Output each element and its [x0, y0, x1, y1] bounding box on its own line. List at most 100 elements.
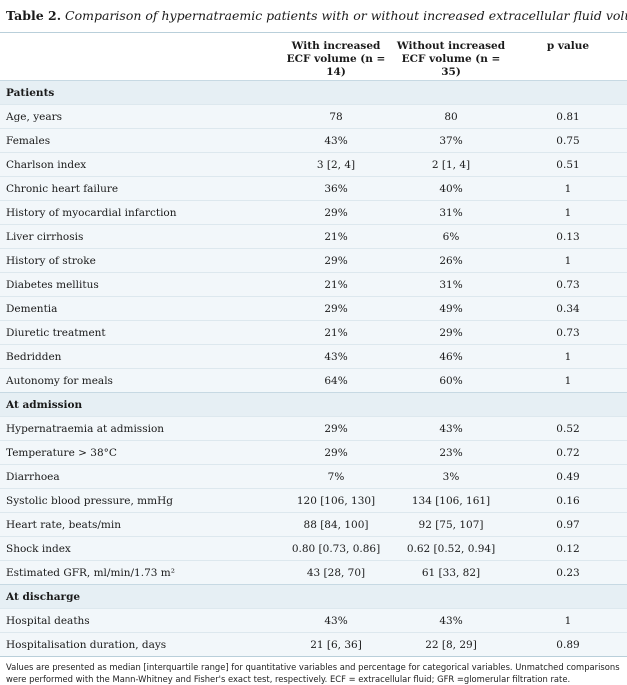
table-row: Estimated GFR, ml/min/1.73 m² 43 [28, 70]… [0, 560, 627, 585]
row-label: Charlson index [0, 152, 279, 177]
with-ecf-value: 3 [2, 4] [279, 152, 393, 177]
table-caption: Table 2. Comparison of hypernatraemic pa… [0, 0, 627, 33]
without-ecf-value: 92 [75, 107] [393, 512, 509, 537]
p-value: 1 [509, 200, 627, 225]
with-ecf-value: 29% [279, 296, 393, 321]
table-row: Diarrhoea 7% 3% 0.49 [0, 464, 627, 489]
with-ecf-value: 21 [6, 36] [279, 632, 393, 656]
row-label: Diarrhoea [0, 464, 279, 489]
without-ecf-value: 60% [393, 368, 509, 393]
with-ecf-value: 43% [279, 344, 393, 369]
table-row: Chronic heart failure 36% 40% 1 [0, 176, 627, 201]
section-title: Patients [0, 80, 627, 105]
p-value: 0.52 [509, 416, 627, 441]
without-ecf-value: 134 [106, 161] [393, 488, 509, 513]
row-label: Chronic heart failure [0, 176, 279, 201]
with-ecf-value: 29% [279, 440, 393, 465]
p-value: 0.12 [509, 536, 627, 561]
p-value: 0.72 [509, 440, 627, 465]
table-row: Age, years 78 80 0.81 [0, 104, 627, 129]
without-ecf-value: 26% [393, 248, 509, 273]
table-row: Dementia 29% 49% 0.34 [0, 296, 627, 321]
table-row: Autonomy for meals 64% 60% 1 [0, 368, 627, 393]
with-ecf-value: 88 [84, 100] [279, 512, 393, 537]
without-ecf-value: 49% [393, 296, 509, 321]
row-label: Liver cirrhosis [0, 224, 279, 249]
row-label: Bedridden [0, 344, 279, 369]
table-label: Table 2. [6, 8, 62, 23]
p-value: 1 [509, 248, 627, 273]
with-ecf-value: 36% [279, 176, 393, 201]
without-ecf-value: 80 [393, 104, 509, 129]
without-ecf-value: 6% [393, 224, 509, 249]
section-header-row: At admission [0, 392, 627, 417]
without-ecf-value: 29% [393, 320, 509, 345]
table-row: Liver cirrhosis 21% 6% 0.13 [0, 224, 627, 249]
header-row: With increased ECF volume (n = 14) Witho… [0, 33, 627, 81]
without-ecf-value: 43% [393, 608, 509, 633]
without-ecf-value: 23% [393, 440, 509, 465]
section-title: At discharge [0, 584, 627, 609]
table-row: Diabetes mellitus 21% 31% 0.73 [0, 272, 627, 297]
p-value: 0.97 [509, 512, 627, 537]
without-ecf-value: 31% [393, 272, 509, 297]
column-header-without-ecf: Without increased ECF volume (n = 35) [396, 40, 506, 78]
p-value: 0.81 [509, 104, 627, 129]
row-label: History of myocardial infarction [0, 200, 279, 225]
with-ecf-value: 21% [279, 272, 393, 297]
row-label: Systolic blood pressure, mmHg [0, 488, 279, 513]
p-value: 0.75 [509, 128, 627, 153]
row-label: Dementia [0, 296, 279, 321]
p-value: 1 [509, 608, 627, 633]
with-ecf-value: 29% [279, 416, 393, 441]
row-label: Diabetes mellitus [0, 272, 279, 297]
with-ecf-value: 21% [279, 320, 393, 345]
table-row: Heart rate, beats/min 88 [84, 100] 92 [75,… [0, 512, 627, 537]
table-footnote: Values are presented as median [interqua… [0, 656, 627, 685]
row-label: Age, years [0, 104, 279, 129]
without-ecf-value: 2 [1, 4] [393, 152, 509, 177]
p-value: 0.73 [509, 272, 627, 297]
table-row: Hypernatraemia at admission 29% 43% 0.52 [0, 416, 627, 441]
p-value: 0.73 [509, 320, 627, 345]
section-header-row: At discharge [0, 584, 627, 609]
with-ecf-value: 29% [279, 248, 393, 273]
table-row: History of myocardial infarction 29% 31% 1 [0, 200, 627, 225]
with-ecf-value: 21% [279, 224, 393, 249]
with-ecf-value: 0.80 [0.73, 0.86] [279, 536, 393, 561]
data-table: With increased ECF volume (n = 14) Witho… [0, 33, 627, 656]
table-row: History of stroke 29% 26% 1 [0, 248, 627, 273]
row-label: Heart rate, beats/min [0, 512, 279, 537]
table-row: Hospitalisation duration, days 21 [6, 36]… [0, 632, 627, 656]
without-ecf-value: 3% [393, 464, 509, 489]
table-body: Patients Age, years 78 80 0.81 Females 43% 37% 0… [0, 80, 627, 656]
p-value: 0.13 [509, 224, 627, 249]
table-row: Charlson index 3 [2, 4] 2 [1, 4] 0.51 [0, 152, 627, 177]
p-value: 0.49 [509, 464, 627, 489]
with-ecf-value: 78 [279, 104, 393, 129]
row-label: Temperature > 38°C [0, 440, 279, 465]
p-value: 0.34 [509, 296, 627, 321]
section-header-row: Patients [0, 80, 627, 105]
table-row: Hospital deaths 43% 43% 1 [0, 608, 627, 633]
with-ecf-value: 64% [279, 368, 393, 393]
row-label: Hypernatraemia at admission [0, 416, 279, 441]
without-ecf-value: 61 [33, 82] [393, 560, 509, 585]
table-row: Females 43% 37% 0.75 [0, 128, 627, 153]
p-value: 0.89 [509, 632, 627, 656]
with-ecf-value: 43% [279, 608, 393, 633]
row-label: Diuretic treatment [0, 320, 279, 345]
table-row: Shock index 0.80 [0.73, 0.86] 0.62 [0.52, … [0, 536, 627, 561]
p-value: 0.16 [509, 488, 627, 513]
with-ecf-value: 120 [106, 130] [279, 488, 393, 513]
table-row: Diuretic treatment 21% 29% 0.73 [0, 320, 627, 345]
with-ecf-value: 29% [279, 200, 393, 225]
p-value: 0.51 [509, 152, 627, 177]
row-label: History of stroke [0, 248, 279, 273]
without-ecf-value: 31% [393, 200, 509, 225]
row-label: Autonomy for meals [0, 368, 279, 393]
with-ecf-value: 7% [279, 464, 393, 489]
row-label: Shock index [0, 536, 279, 561]
column-header-label [0, 33, 279, 81]
